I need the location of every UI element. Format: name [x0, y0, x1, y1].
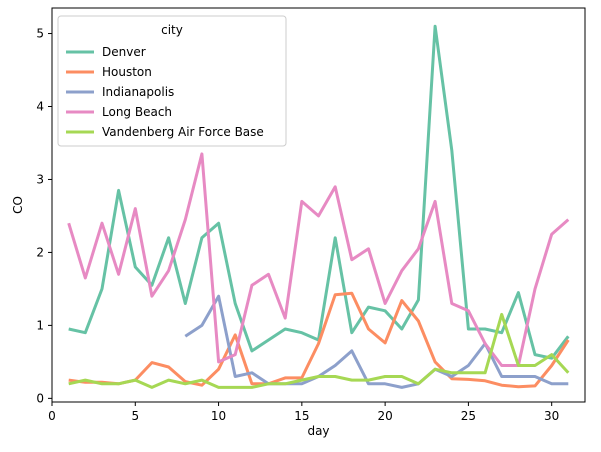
x-axis-label: day — [307, 424, 329, 438]
y-tick-label: 5 — [36, 27, 44, 41]
y-tick-label: 3 — [36, 172, 44, 186]
legend-box — [57, 15, 287, 147]
series-line-1 — [68, 291, 570, 389]
y-axis-label: CO — [11, 196, 25, 214]
y-axis: 0 1 2 3 4 5 — [36, 27, 52, 405]
legend-label-3: Long Beach — [102, 105, 172, 119]
legend-label-4: Vandenberg Air Force Base — [102, 125, 264, 139]
legend-title: city — [161, 23, 183, 37]
legend: city Denver Houston Indianapolis Long Beach… — [57, 15, 287, 147]
x-tick-label: 15 — [294, 409, 309, 423]
legend-label-2: Indianapolis — [102, 85, 174, 99]
y-tick-label: 4 — [36, 100, 44, 114]
y-tick-label: 1 — [36, 318, 44, 332]
legend-items: Denver Houston Indianapolis Long Beach Vande… — [66, 45, 264, 139]
x-axis: 0 5 10 15 20 25 30 — [48, 402, 559, 423]
y-tick-label: 2 — [36, 245, 44, 259]
series-line-3 — [67, 152, 570, 367]
y-tick-label: 0 — [36, 391, 44, 405]
plot-area — [67, 24, 570, 389]
x-tick-label: 0 — [48, 409, 56, 423]
series-line-4 — [68, 312, 570, 389]
legend-label-1: Houston — [102, 65, 152, 79]
x-tick-label: 5 — [131, 409, 139, 423]
x-tick-label: 25 — [461, 409, 476, 423]
x-tick-label: 10 — [211, 409, 226, 423]
plot-frame — [51, 7, 586, 403]
x-tick-label: 30 — [544, 409, 559, 423]
legend-label-0: Denver — [102, 45, 146, 59]
series-line-2 — [184, 294, 569, 389]
x-tick-label: 20 — [377, 409, 392, 423]
